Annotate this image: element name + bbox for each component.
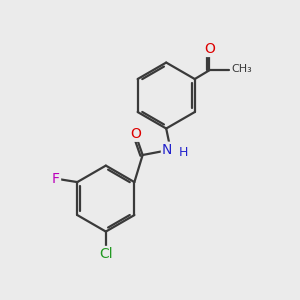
- Text: N: N: [162, 143, 172, 157]
- Text: CH₃: CH₃: [231, 64, 252, 74]
- Text: F: F: [52, 172, 60, 186]
- Text: H: H: [179, 146, 188, 159]
- Text: Cl: Cl: [99, 247, 112, 261]
- Text: O: O: [204, 42, 215, 56]
- Text: O: O: [130, 127, 141, 141]
